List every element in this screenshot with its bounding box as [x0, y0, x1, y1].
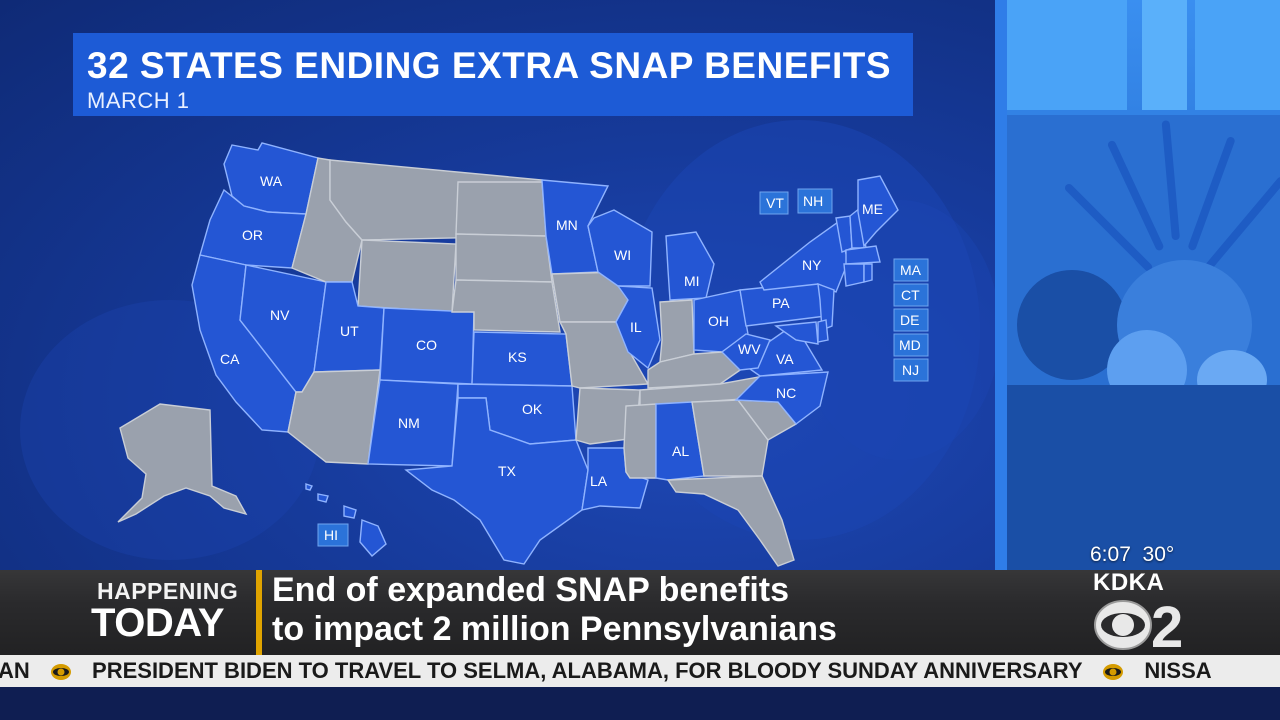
- temperature: 30°: [1142, 543, 1175, 566]
- callout-ma: MA: [893, 258, 929, 282]
- label-pa: PA: [772, 295, 790, 311]
- svg-text:NJ: NJ: [902, 362, 919, 378]
- label-al: AL: [672, 443, 689, 459]
- map-title-box: 32 STATES ENDING EXTRA SNAP BENEFITS MAR…: [73, 33, 913, 116]
- state-il: [615, 285, 661, 370]
- headline-line-2: to impact 2 million Pennsylvanians: [272, 610, 837, 648]
- state-ms: [623, 403, 657, 479]
- state-wy: [357, 239, 457, 313]
- label-ok: OK: [522, 401, 543, 417]
- cbs-eye-logo: 2: [1094, 595, 1183, 655]
- label-ks: KS: [508, 349, 527, 365]
- label-ca: CA: [220, 351, 240, 367]
- channel-number: 2: [1151, 595, 1183, 655]
- state-in: [659, 299, 695, 363]
- state-ct: [843, 263, 865, 287]
- state-hi-big: [359, 519, 387, 557]
- ticker-item-main: PRESIDENT BIDEN TO TRAVEL TO SELMA, ALAB…: [92, 658, 1083, 683]
- station-callsign: KDKA: [1093, 569, 1165, 596]
- label-co: CO: [416, 337, 437, 353]
- label-mi: MI: [684, 273, 700, 289]
- callout-ct: CT: [893, 283, 929, 307]
- kicker-divider: [256, 570, 262, 655]
- label-wa: WA: [260, 173, 283, 189]
- state-de: [817, 319, 829, 343]
- state-ma: [845, 245, 881, 265]
- svg-text:CT: CT: [901, 287, 920, 303]
- clock-time: 6:07: [1090, 543, 1131, 566]
- svg-text:MD: MD: [899, 337, 921, 353]
- state-wv: [720, 333, 771, 371]
- label-ut: UT: [340, 323, 359, 339]
- state-hi-kauai: [305, 483, 313, 491]
- callout-de: DE: [893, 308, 929, 332]
- lower-third-banner: HAPPENING TODAY End of expanded SNAP ben…: [0, 570, 1280, 655]
- ticker-item-fragment-right: NISSA: [1144, 658, 1212, 683]
- headline-line-1: End of expanded SNAP benefits: [272, 571, 790, 609]
- svg-text:HI: HI: [324, 527, 338, 543]
- state-ny: [759, 220, 849, 293]
- callout-vt: VT: [759, 191, 789, 215]
- label-nc: NC: [776, 385, 796, 401]
- svg-text:NH: NH: [803, 193, 823, 209]
- label-nv: NV: [270, 307, 290, 323]
- state-ne: [451, 279, 561, 333]
- state-mi: [665, 231, 715, 301]
- state-az: [287, 369, 381, 465]
- label-la: LA: [590, 473, 608, 489]
- label-nm: NM: [398, 415, 420, 431]
- panel-divider: [995, 0, 1007, 570]
- us-states-map: WA OR CA NV UT CO NM KS OK TX LA AL MN W…: [117, 142, 929, 567]
- state-hi-oahu: [317, 493, 329, 503]
- callout-nh: NH: [797, 188, 833, 214]
- label-wv: WV: [738, 341, 761, 357]
- state-ak: [117, 403, 248, 523]
- svg-text:VT: VT: [766, 195, 784, 211]
- ticker-item-fragment-left: AN: [0, 658, 30, 683]
- bottom-band: [0, 687, 1280, 720]
- groceries-photo-panel: [1007, 0, 1280, 570]
- label-or: OR: [242, 227, 263, 243]
- label-wi: WI: [614, 247, 631, 263]
- state-hi-maui: [343, 505, 357, 519]
- svg-text:DE: DE: [900, 312, 919, 328]
- label-ny: NY: [802, 257, 822, 273]
- state-ga: [691, 399, 769, 477]
- state-wi: [587, 209, 653, 287]
- state-sd: [455, 233, 553, 283]
- callout-nj: NJ: [893, 358, 929, 382]
- time-temperature: 6:07 30°: [1090, 543, 1174, 567]
- label-il: IL: [630, 319, 642, 335]
- state-nd: [455, 181, 547, 237]
- state-al: [655, 401, 705, 481]
- label-oh: OH: [708, 313, 729, 329]
- kicker-happening: HAPPENING: [97, 578, 239, 604]
- callout-hi: HI: [317, 523, 349, 547]
- state-tx: [404, 397, 589, 565]
- cbs-eye-icon: [1103, 664, 1124, 681]
- svg-text:MA: MA: [900, 262, 922, 278]
- cbs-eye-icon: [50, 664, 71, 681]
- state-fl: [666, 475, 795, 567]
- state-me: [857, 175, 899, 248]
- label-me: ME: [862, 201, 883, 217]
- callout-md: MD: [893, 333, 929, 357]
- label-mn: MN: [556, 217, 578, 233]
- map-title: 32 STATES ENDING EXTRA SNAP BENEFITS: [87, 45, 892, 86]
- label-va: VA: [776, 351, 794, 367]
- state-ri: [863, 263, 873, 283]
- kicker-today: TODAY: [91, 601, 225, 645]
- state-md: [774, 321, 819, 345]
- news-ticker: AN PRESIDENT BIDEN TO TRAVEL TO SELMA, A…: [0, 655, 1280, 687]
- map-subtitle-date: MARCH 1: [87, 88, 190, 113]
- label-tx: TX: [498, 463, 517, 479]
- state-nc: [734, 371, 829, 425]
- state-ar: [575, 387, 641, 445]
